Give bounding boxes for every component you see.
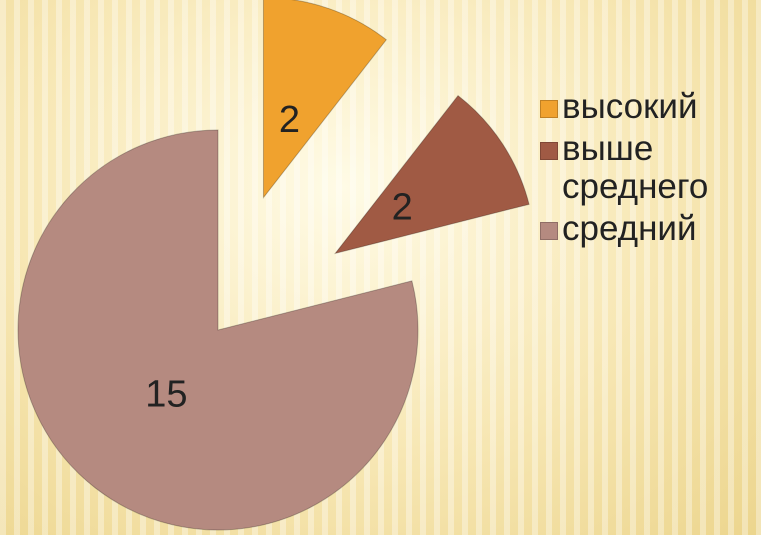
pie-slice <box>17 129 419 531</box>
legend-item: выше среднего <box>540 130 755 206</box>
legend-item: высокий <box>540 88 755 126</box>
legend-swatch <box>540 100 558 118</box>
legend-swatch <box>540 142 558 160</box>
pie-slice <box>333 94 530 255</box>
legend-swatch <box>540 222 558 240</box>
pie-slice <box>262 0 388 200</box>
data-label: 2 <box>392 187 413 229</box>
legend-label: выше среднего <box>562 129 709 206</box>
legend-item: средний <box>540 210 755 248</box>
data-label: 2 <box>279 99 300 141</box>
data-label: 15 <box>145 373 187 415</box>
legend: высокий выше среднего средний <box>540 88 755 252</box>
legend-label: средний <box>562 209 697 248</box>
legend-label: высокий <box>562 87 698 126</box>
